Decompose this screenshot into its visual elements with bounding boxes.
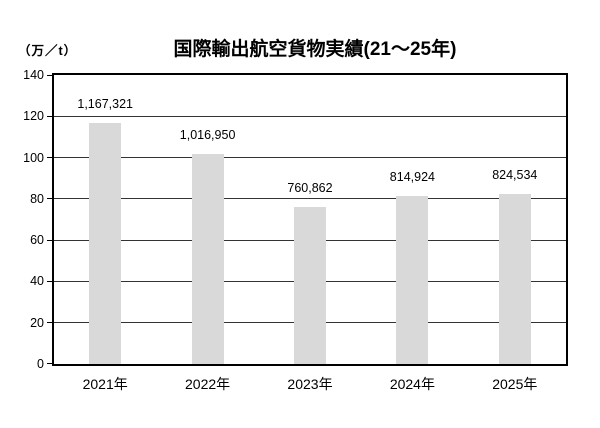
- bar-2021年: [89, 123, 122, 364]
- bar-2023年: [294, 207, 326, 364]
- y-tick-label: 60: [30, 233, 44, 248]
- y-tick-mark: [47, 280, 53, 282]
- x-axis-label: 2023年: [287, 376, 333, 392]
- bar-data-label: 1,016,950: [179, 128, 236, 142]
- bar-data-label: 814,924: [389, 170, 435, 184]
- bar-data-label: 824,534: [492, 168, 538, 182]
- gridline: [54, 115, 566, 117]
- x-axis-label: 2024年: [389, 376, 435, 392]
- y-tick-mark: [47, 157, 53, 159]
- y-tick-label: 20: [30, 315, 44, 330]
- y-tick-label: 80: [30, 191, 44, 206]
- y-tick-label: 40: [30, 274, 44, 289]
- y-tick-mark: [47, 74, 53, 76]
- y-tick-mark: [47, 322, 53, 324]
- bar-2024年: [396, 196, 429, 364]
- y-tick-label: 140: [23, 68, 44, 82]
- y-tick-mark: [47, 363, 53, 364]
- chart-title: 国際輸出航空貨物実績(21～25年): [173, 39, 457, 60]
- y-tick-mark: [47, 239, 53, 241]
- y-tick-label: 120: [23, 109, 44, 124]
- y-tick-mark: [47, 198, 53, 200]
- y-tick-label: 100: [23, 150, 44, 165]
- gridline: [54, 198, 566, 200]
- plot-area: [47, 73, 568, 366]
- gridline: [54, 157, 566, 159]
- y-axis-unit-label: （万／t）: [18, 44, 78, 58]
- x-axis-label: 2021年: [82, 376, 128, 392]
- bar-data-label: 1,167,321: [77, 97, 133, 111]
- x-axis-label: 2022年: [185, 376, 231, 392]
- y-tick-mark: [47, 115, 53, 117]
- bar-2022年: [191, 154, 224, 364]
- x-axis-label: 2025年: [492, 376, 538, 392]
- y-tick-label: 0: [37, 357, 44, 371]
- bar-data-label: 760,862: [287, 181, 333, 195]
- bar-2025年: [498, 194, 531, 364]
